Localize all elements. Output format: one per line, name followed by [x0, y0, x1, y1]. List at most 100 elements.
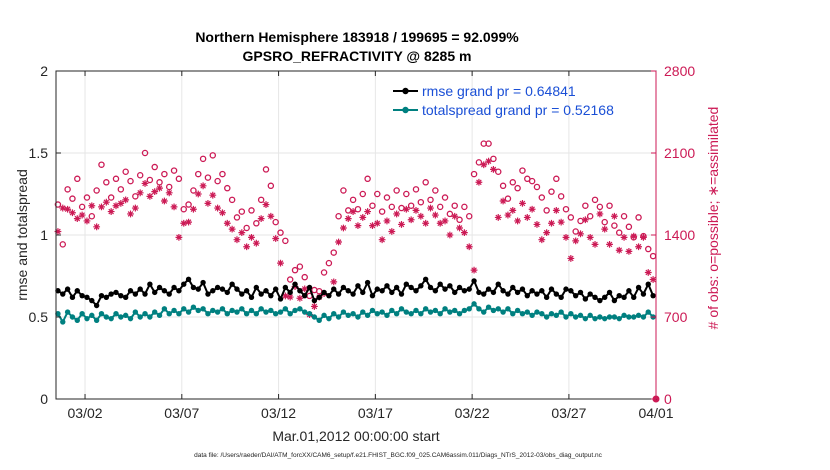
rmse-point [592, 294, 598, 301]
totalspread-point [558, 309, 564, 315]
assimilated-obs-point [436, 219, 444, 227]
totalspread-point [471, 301, 477, 307]
totalspread-point [181, 306, 187, 312]
rmse-point [69, 294, 76, 301]
rmse-point [98, 292, 105, 299]
x-tick-label: 04/01 [638, 405, 673, 421]
possible-obs-point [98, 161, 105, 168]
possible-obs-point [620, 213, 628, 220]
assimilated-obs-point [257, 215, 265, 222]
possible-obs-point [528, 177, 536, 185]
possible-obs-point [456, 216, 463, 224]
possible-obs-point [93, 187, 100, 194]
assimilated-obs-point [136, 189, 144, 197]
possible-obs-point [209, 152, 217, 159]
possible-obs-point [596, 203, 604, 211]
rmse-point [587, 291, 593, 297]
legend-spread-label: totalspread grand pr = 0.52168 [422, 102, 614, 118]
assimilated-obs-point [625, 248, 633, 255]
rmse-point [147, 281, 153, 287]
totalspread-point [84, 315, 90, 322]
possible-obs-point [54, 201, 62, 208]
possible-obs-point [345, 207, 352, 214]
rmse-point [563, 286, 569, 292]
rmse-point [466, 286, 472, 292]
possible-obs-point [485, 140, 492, 147]
possible-obs-point [88, 213, 96, 220]
totalspread-point [306, 311, 313, 317]
assimilated-obs-point [141, 180, 149, 187]
rmse-point [166, 291, 172, 297]
totalspread-point [326, 315, 332, 322]
rmse-point [214, 284, 221, 291]
totalspread-point [302, 309, 308, 315]
rmse-point [60, 291, 66, 297]
rmse-point [461, 288, 468, 294]
rmse-point [190, 284, 197, 291]
possible-obs-point [277, 229, 284, 236]
possible-obs-point [330, 249, 337, 256]
rmse-point [369, 292, 376, 299]
possible-obs-point [364, 175, 371, 183]
possible-obs-point [388, 203, 396, 211]
y-tick-label: 1.5 [29, 145, 49, 161]
assimilated-obs-point [514, 217, 522, 225]
totalspread-point [514, 307, 521, 314]
rmse-point [156, 284, 163, 291]
possible-obs-point [499, 182, 507, 190]
possible-obs-point [195, 170, 202, 178]
rmse-point [650, 292, 656, 299]
possible-obs-point [538, 194, 546, 201]
totalspread-point [277, 309, 284, 315]
totalspread-point [190, 304, 197, 310]
possible-obs-point [107, 194, 115, 201]
totalspread-point [427, 309, 434, 315]
totalspread-point [205, 311, 211, 317]
totalspread-point [118, 314, 124, 320]
rmse-point [572, 292, 579, 299]
rmse-point [379, 288, 385, 294]
rmse-series [55, 276, 656, 309]
assimilated-obs-point [180, 219, 188, 227]
assimilated-obs-point [194, 190, 202, 198]
assimilated-obs-point [243, 243, 251, 251]
rmse-point [253, 284, 260, 291]
totalspread-point [529, 312, 535, 319]
rmse-point [272, 286, 279, 292]
rmse-point [505, 291, 511, 297]
assimilated-obs-point [354, 222, 362, 230]
rmse-point [161, 288, 168, 294]
rmse-point [543, 294, 550, 301]
rmse-point [384, 283, 390, 289]
assimilated-obs-point [122, 196, 130, 204]
rmse-point [577, 289, 584, 296]
plot-area: 03/02 03/07 03/12 03/17 03/22 03/27 04/0100.51… [29, 63, 696, 421]
x-tick-label: 03/22 [455, 405, 490, 421]
rmse-point [645, 281, 651, 287]
totalspread-point [461, 307, 468, 314]
possible-obs-point [136, 172, 144, 179]
totalspread-point [490, 307, 497, 314]
possible-obs-point [335, 213, 342, 220]
rmse-point [606, 289, 613, 296]
totalspread-point [268, 307, 274, 314]
assimilated-obs-point [635, 243, 642, 251]
totalspread-point [602, 315, 608, 322]
assimilated-obs-point [175, 233, 183, 241]
possible-obs-point [325, 259, 333, 267]
totalspread-point [631, 314, 637, 320]
assimilated-obs-point [156, 184, 163, 192]
possible-obs-point [567, 214, 575, 221]
assimilated-obs-point [117, 199, 125, 207]
possible-obs-point [514, 184, 521, 192]
rmse-point [321, 289, 327, 296]
rmse-point [364, 279, 371, 286]
totalspread-point [510, 311, 516, 317]
possible-obs-point [122, 168, 129, 175]
rmse-point [350, 291, 356, 297]
totalspread-point [321, 312, 327, 319]
possible-obs-point [553, 175, 560, 183]
assimilated-obs-point [456, 224, 463, 232]
assimilated-obs-point [78, 211, 86, 219]
totalspread-point [592, 315, 598, 322]
